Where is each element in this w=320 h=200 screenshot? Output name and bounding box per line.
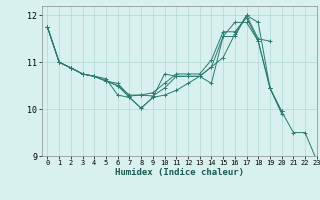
- X-axis label: Humidex (Indice chaleur): Humidex (Indice chaleur): [115, 168, 244, 177]
